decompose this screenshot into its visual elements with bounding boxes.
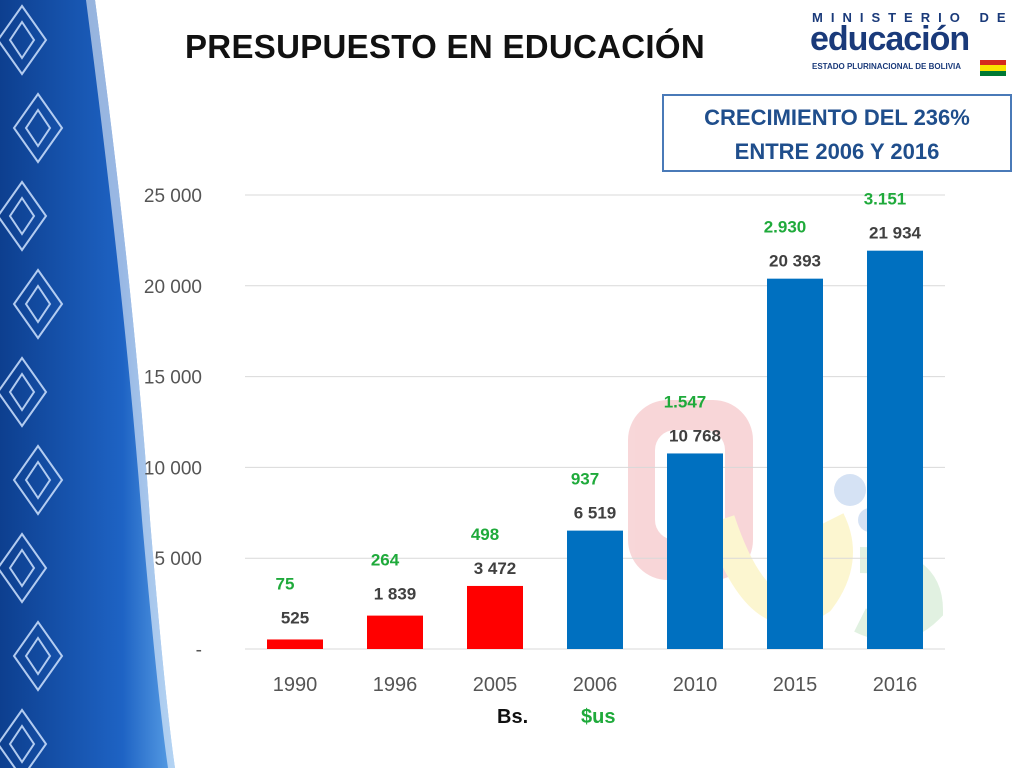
y-tick-label: 10 000	[144, 458, 202, 479]
bs-label-1996: 1 839	[374, 585, 417, 604]
x-tick-2005: 2005	[473, 674, 518, 696]
us-label-1990: 75	[276, 574, 295, 593]
bs-label-2016: 21 934	[869, 224, 922, 243]
legend-bs: Bs.	[497, 706, 529, 728]
decorative-side-band	[0, 0, 175, 768]
bs-label-2015: 20 393	[769, 252, 821, 271]
growth-callout-line-1: CRECIMIENTO DEL 236%	[704, 105, 970, 130]
bs-data-labels: 525 1 839 3 472 6 519 10 768 20 393 21 934	[281, 224, 922, 628]
x-axis: 1990 1996 2005 2006 2010 2015 2016	[273, 674, 918, 696]
bar-2016	[867, 250, 923, 649]
band-diamond-motif	[0, 356, 48, 428]
y-tick-label: 25 000	[144, 186, 202, 207]
growth-callout-box: CRECIMIENTO DEL 236% ENTRE 2006 Y 2016	[662, 94, 1012, 172]
y-tick-label: 20 000	[144, 277, 202, 298]
band-diamond-motif	[12, 444, 64, 516]
y-axis: - 5 000 10 000 15 000 20 000 25 000	[144, 186, 202, 661]
band-diamond-motif	[0, 180, 48, 252]
bar-1990	[267, 639, 323, 649]
us-data-labels: 75 264 498 937 1.547 2.930 3.151	[276, 190, 907, 594]
y-tick-label: -	[196, 640, 202, 661]
x-tick-2015: 2015	[773, 674, 818, 696]
logo-line-3: ESTADO PLURINACIONAL DE BOLIVIA	[812, 62, 962, 71]
logo-line-1: MINISTERIO DE	[812, 10, 1014, 25]
legend-us: $us	[581, 706, 616, 728]
bolivia-flag-icon	[980, 60, 1006, 76]
us-label-2005: 498	[471, 525, 499, 544]
bs-label-1990: 525	[281, 608, 309, 627]
us-label-2015: 2.930	[764, 218, 807, 237]
x-tick-1990: 1990	[273, 674, 318, 696]
growth-callout-line-2: ENTRE 2006 Y 2016	[734, 139, 940, 164]
x-tick-2010: 2010	[673, 674, 718, 696]
ministry-logo: MINISTERIO DE educación ESTADO PLURINACI…	[808, 10, 1008, 78]
band-diamond-motif	[0, 532, 48, 604]
band-diamond-motif	[0, 708, 48, 768]
band-diamond-motif	[12, 268, 64, 340]
x-tick-2016: 2016	[873, 674, 918, 696]
bar-1996	[367, 615, 423, 649]
us-label-2006: 937	[571, 470, 599, 489]
bar-series-bs	[267, 250, 923, 649]
band-diamond-motif	[12, 620, 64, 692]
x-tick-1996: 1996	[373, 674, 418, 696]
page-title: PRESUPUESTO EN EDUCACIÓN	[185, 28, 706, 65]
bs-label-2010: 10 768	[669, 426, 721, 445]
us-label-1996: 264	[371, 551, 400, 570]
y-tick-label: 5 000	[154, 549, 202, 570]
us-label-2016: 3.151	[864, 190, 907, 209]
bar-2005	[467, 585, 523, 649]
bar-2015	[767, 278, 823, 649]
x-tick-2006: 2006	[573, 674, 618, 696]
logo-line-2: educación	[810, 20, 970, 58]
bs-label-2006: 6 519	[574, 504, 617, 523]
bs-label-2005: 3 472	[474, 559, 517, 578]
band-diamond-motif	[12, 92, 64, 164]
bar-2010	[667, 453, 723, 649]
us-label-2010: 1.547	[664, 392, 707, 411]
y-tick-label: 15 000	[144, 368, 202, 389]
bar-2006	[567, 530, 623, 649]
band-diamond-motif	[0, 4, 48, 76]
